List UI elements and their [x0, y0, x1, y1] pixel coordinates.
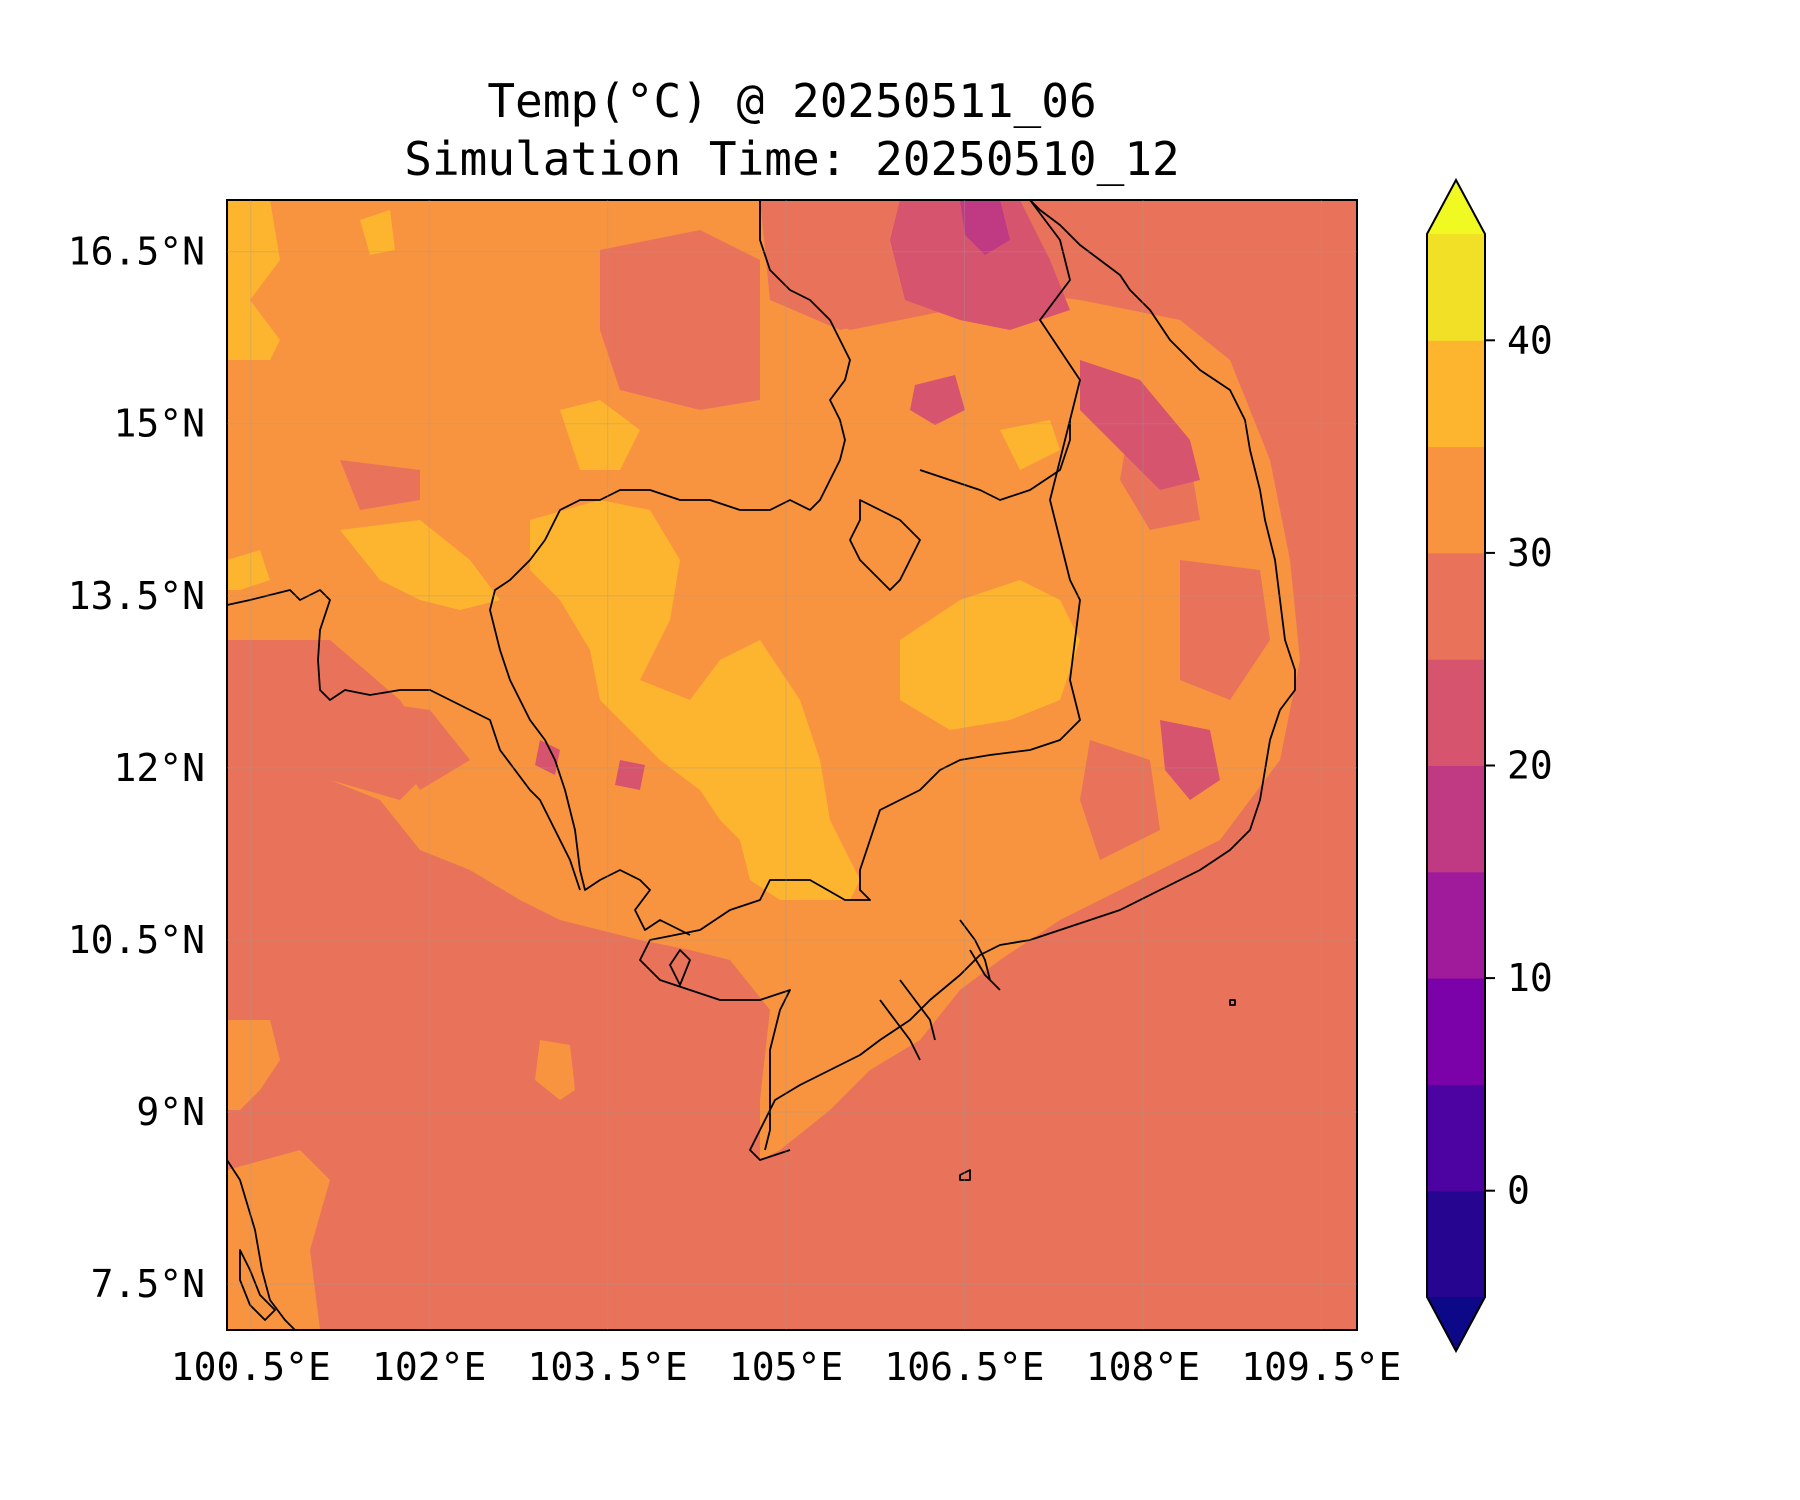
y-tick-label: 12°N: [113, 746, 205, 790]
colorbar-band: [1427, 1084, 1485, 1192]
latitude-ticks: 7.5°N 9°N 10.5°N 12°N 13.5°N 15°N 16.5°N: [68, 230, 205, 1306]
colorbar-band: [1427, 234, 1485, 341]
colorbar-band: [1427, 446, 1485, 554]
y-tick-label: 16.5°N: [68, 230, 205, 274]
colorbar-band: [1427, 978, 1485, 1085]
y-tick-label: 9°N: [136, 1090, 205, 1134]
x-tick-label: 103.5°E: [528, 1345, 688, 1389]
colorbar-tick-label: 40: [1507, 318, 1553, 362]
colorbar-tick-label: 0: [1507, 1169, 1530, 1213]
x-tick-label: 109.5°E: [1241, 1345, 1401, 1389]
y-tick-label: 13.5°N: [68, 574, 205, 618]
y-tick-label: 10.5°N: [68, 918, 205, 962]
colorbar: 0 10 20 30 40: [1426, 177, 1553, 1354]
graticule: [227, 200, 1357, 1330]
x-tick-label: 102°E: [372, 1345, 486, 1389]
temp-region-35-40: [227, 200, 1080, 900]
title-line-2: Simulation Time: 20250510_12: [404, 132, 1180, 186]
colorbar-band: [1427, 765, 1485, 873]
colorbar-tick-label: 20: [1507, 744, 1553, 788]
colorbar-band: [1427, 659, 1485, 766]
colorbar-extend-over: [1427, 180, 1485, 234]
map-area: [227, 200, 1357, 1330]
colorbar-tick-label: 10: [1507, 956, 1553, 1000]
longitude-ticks: 100.5°E 102°E 103.5°E 105°E 106.5°E 108°E 109.…: [171, 1345, 1402, 1389]
colorbar-tick-label: 30: [1507, 531, 1553, 575]
x-tick-label: 108°E: [1086, 1345, 1200, 1389]
map-frame: [226, 199, 1358, 1331]
temp-region-15-20: [960, 200, 1010, 255]
y-tick-label: 15°N: [113, 402, 205, 446]
map-title: Temp(°C) @ 20250511_06 Simulation Time: …: [227, 72, 1357, 188]
x-tick-label: 106.5°E: [884, 1345, 1044, 1389]
colorbar-band: [1427, 340, 1485, 448]
colorbar-band: [1427, 552, 1485, 660]
colorbar-band: [1427, 871, 1485, 979]
x-tick-label: 100.5°E: [171, 1345, 331, 1389]
temp-region-20-25: [535, 200, 1220, 800]
colorbar-band: [1427, 1190, 1485, 1298]
title-line-1: Temp(°C) @ 20250511_06: [487, 74, 1097, 128]
colorbar-extend-under: [1427, 1297, 1485, 1351]
x-tick-label: 105°E: [729, 1345, 843, 1389]
coastline-borders: [226, 199, 1296, 1331]
colorbar-outline: [1426, 177, 1486, 1354]
y-tick-label: 7.5°N: [91, 1262, 205, 1306]
